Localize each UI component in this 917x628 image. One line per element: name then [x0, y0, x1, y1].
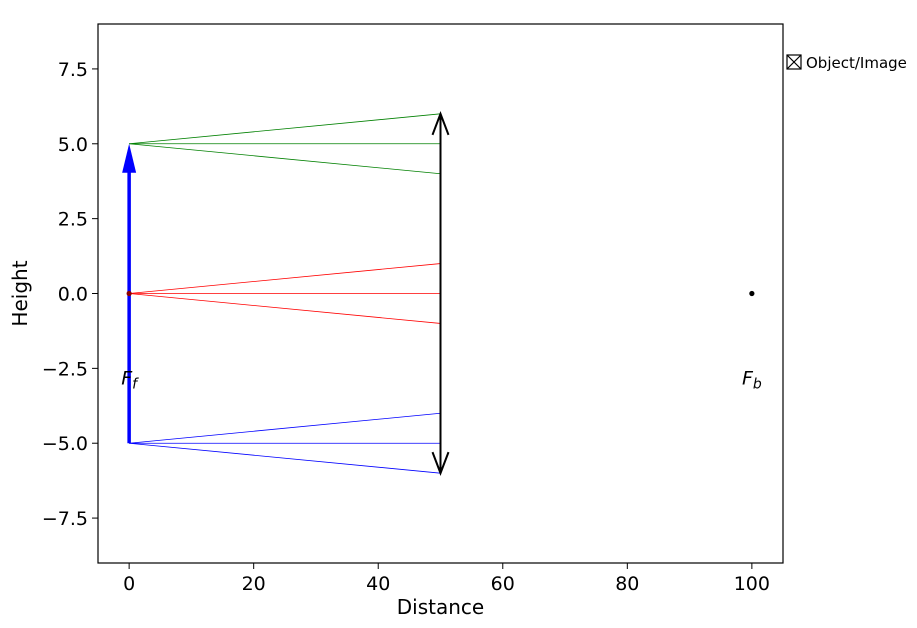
ray-1-2 [129, 293, 441, 324]
lens-arrowhead-top [431, 111, 450, 136]
focal-point-label-0: Ff [121, 367, 139, 392]
y-axis-label: Height [8, 260, 32, 326]
ray-0-0 [129, 113, 441, 145]
legend: Object/Image [786, 54, 907, 72]
y-tick-label: 5.0 [58, 134, 88, 156]
focal-point-dot-1 [749, 290, 755, 297]
y-tick-label: −5.0 [42, 433, 88, 455]
y-tick-label: 0.0 [58, 284, 88, 306]
x-tick-label: 0 [123, 573, 135, 595]
legend-marker-icon [786, 54, 802, 70]
y-tick-label: 2.5 [58, 209, 88, 231]
x-tick-label: 60 [491, 573, 515, 595]
focal-point-label-1: Fb [742, 367, 762, 392]
x-tick-label: 40 [366, 573, 390, 595]
y-tick-label: −7.5 [42, 508, 88, 530]
y-tick-label: −2.5 [42, 358, 88, 380]
lens-arrowhead-bottom [431, 451, 450, 476]
x-tick-label: 100 [734, 573, 770, 595]
plot-area: Ff Fb [121, 111, 762, 476]
x-tick-label: 20 [242, 573, 266, 595]
ray-0-2 [129, 143, 441, 175]
ray-2-0 [129, 412, 441, 444]
y-axis-ticks: −7.5 −5.0 −2.5 0.0 2.5 5.0 7.5 [42, 59, 98, 530]
x-axis-label: Distance [397, 595, 484, 619]
focal-point-dot-0 [126, 290, 132, 297]
y-tick-label: 7.5 [58, 59, 88, 81]
object-arrow-head [122, 143, 137, 173]
legend-entry-object-image: Object/Image [806, 54, 907, 72]
x-axis-ticks: 0 20 40 60 80 100 [123, 563, 770, 595]
x-tick-label: 80 [615, 573, 639, 595]
ray-2-2 [129, 442, 441, 474]
ray-1-0 [129, 263, 441, 294]
